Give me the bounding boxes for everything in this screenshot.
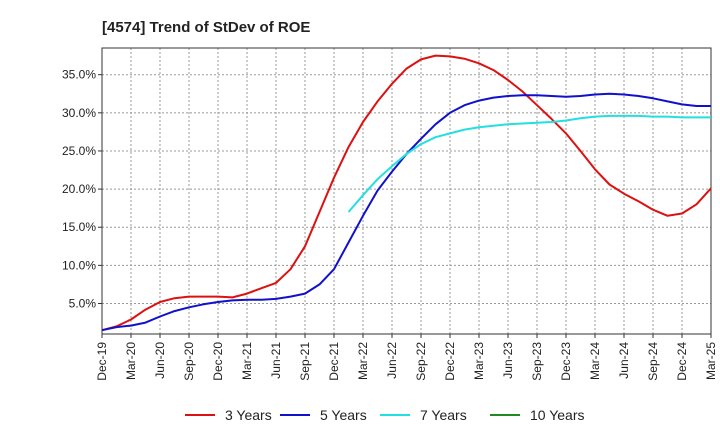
series-line-5-years — [101, 92, 711, 332]
legend-label: 3 Years — [225, 407, 272, 423]
grid-lines — [102, 48, 711, 334]
series-line-7-years — [347, 114, 711, 213]
x-tick-label: Dec-21 — [327, 342, 341, 381]
x-tick-label: Jun-21 — [269, 342, 283, 379]
y-axis-ticks: 5.0% 10.0% 15.0% 20.0% 25.0% 30.0% 35.0% — [62, 68, 102, 310]
x-tick-label: Sep-24 — [646, 342, 660, 381]
y-tick-label: 20.0% — [62, 182, 96, 196]
y-tick-label: 30.0% — [62, 106, 96, 120]
x-tick-label: Dec-20 — [211, 342, 225, 381]
x-tick-label: Dec-24 — [675, 342, 689, 381]
chart-title: [4574] Trend of StDev of ROE — [102, 19, 310, 36]
y-tick-label: 10.0% — [62, 258, 96, 272]
x-tick-label: Dec-23 — [559, 342, 573, 381]
legend-label: 10 Years — [530, 407, 585, 423]
x-tick-label: Jun-22 — [385, 342, 399, 379]
x-tick-label: Sep-23 — [530, 342, 544, 381]
series-lines — [101, 54, 712, 332]
x-tick-label: Mar-25 — [704, 342, 718, 380]
y-tick-label: 5.0% — [69, 296, 97, 310]
x-tick-label: Jun-24 — [617, 342, 631, 379]
series-line-3-years — [101, 54, 712, 332]
x-tick-label: Mar-21 — [240, 342, 254, 380]
x-tick-label: Mar-23 — [472, 342, 486, 380]
legend: 3 Years 5 Years 7 Years 10 Years — [185, 407, 585, 423]
plot-area-frame — [101, 47, 712, 335]
x-tick-label: Jun-20 — [153, 342, 167, 379]
legend-label: 7 Years — [420, 407, 467, 423]
y-tick-label: 15.0% — [62, 220, 96, 234]
x-tick-label: Sep-22 — [414, 342, 428, 381]
y-tick-label: 35.0% — [62, 68, 96, 82]
x-tick-label: Mar-22 — [356, 342, 370, 380]
y-tick-label: 25.0% — [62, 144, 96, 158]
x-axis-ticks: Dec-19 Mar-20 Jun-20 Sep-20 Dec-20 Mar-21 Jun-… — [95, 334, 718, 381]
legend-label: 5 Years — [320, 407, 367, 423]
x-tick-label: Mar-20 — [124, 342, 138, 380]
x-tick-label: Dec-22 — [443, 342, 457, 381]
x-tick-label: Jun-23 — [501, 342, 515, 379]
x-tick-label: Dec-19 — [95, 342, 109, 381]
x-tick-label: Sep-20 — [182, 342, 196, 381]
x-tick-label: Sep-21 — [298, 342, 312, 381]
x-tick-label: Mar-24 — [588, 342, 602, 380]
